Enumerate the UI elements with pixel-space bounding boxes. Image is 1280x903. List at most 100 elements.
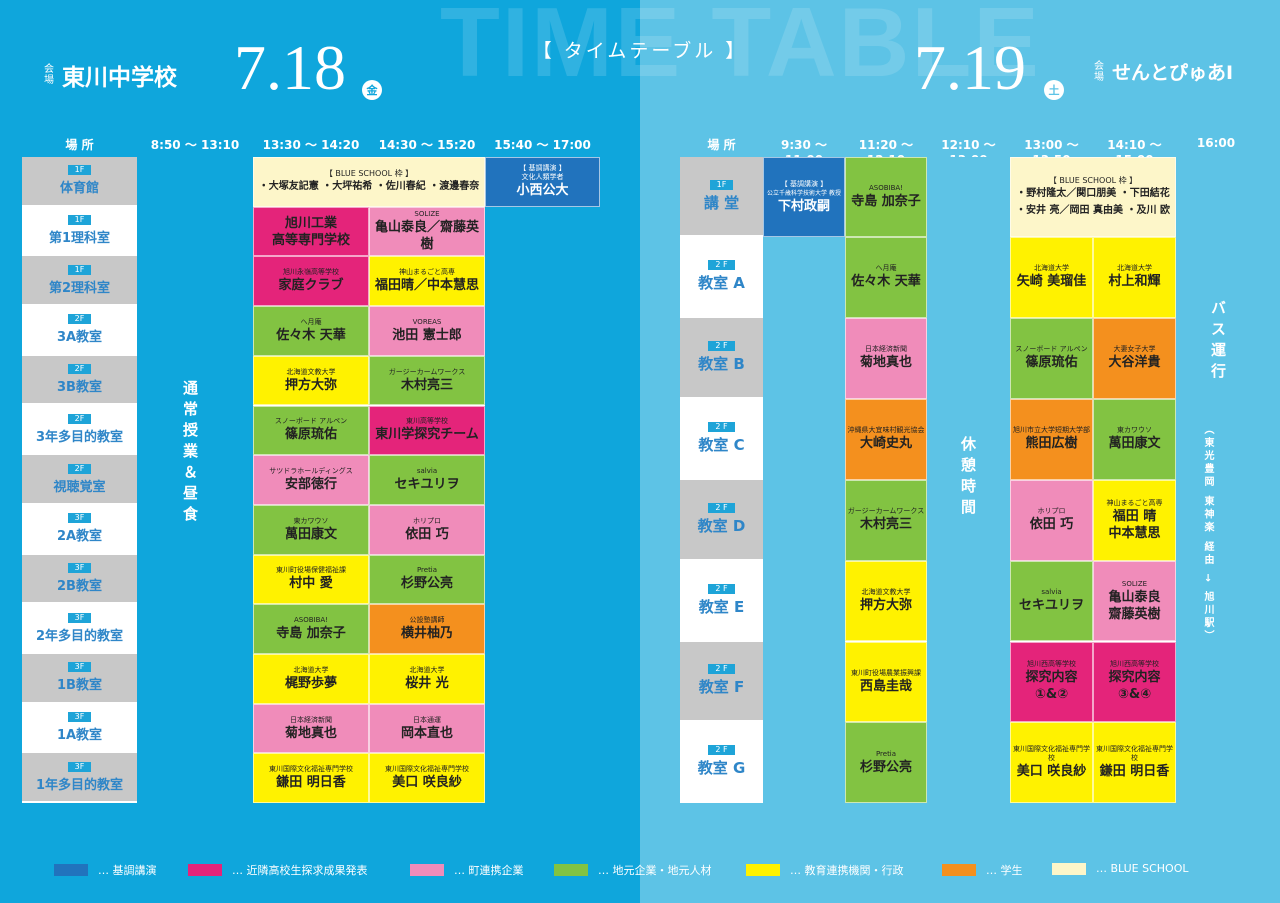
bus-text: バス運行 <box>1209 300 1227 384</box>
day2-venue: 会場 せんとぴゅあⅠ <box>1094 58 1233 85</box>
venue-label: 会場 <box>1094 60 1104 83</box>
session-org: 日本通運 <box>413 715 441 724</box>
session-name: 村中 愛 <box>289 576 333 592</box>
floor-tag: 2 F <box>708 340 735 351</box>
session-org: 北海道大学 <box>1117 264 1152 273</box>
session-org: SOLIZE <box>1121 579 1148 588</box>
session-name: 菊地真也 <box>859 355 912 371</box>
session-cell: 東川国際文化福祉専門学校 美口 咲良紗 <box>369 753 485 804</box>
session-org: 旭川永嶺高等学校 <box>283 268 339 277</box>
room-name: 教室 D <box>697 516 746 535</box>
session-cell: 北海道大学 矢崎 美瑠佳 <box>1010 237 1093 318</box>
session-name: 寺島 加奈子 <box>851 194 921 209</box>
session-org: 東川高等学校 <box>406 417 448 426</box>
session-org: Pretia <box>416 566 438 575</box>
legend-swatch <box>410 864 444 876</box>
legend-swatch <box>188 864 222 876</box>
day1-weekday: 金 <box>362 80 382 100</box>
session-org: 北海道大学 <box>293 665 329 674</box>
session-name: 池田 憲士郎 <box>392 327 462 343</box>
session-name: 鎌田 明日香 <box>276 775 346 791</box>
session-cell: SOLIZE 亀山泰良／齋藤英樹 <box>369 206 485 257</box>
session-cell: SOLIZE 亀山泰良 齋藤英樹 <box>1093 560 1176 642</box>
session-name: 桜井 光 <box>405 675 449 691</box>
session-org: ASOBIBA! <box>293 616 328 625</box>
room-name: 3B教室 <box>57 380 102 396</box>
keynote-title: 【 基調講演 】 <box>780 179 828 188</box>
session-cell: ヘ月庵 佐々木 天華 <box>845 237 927 318</box>
session-org: サツドラホールディングス <box>269 467 353 476</box>
time-header: 8:50 〜 13:10 <box>150 138 240 152</box>
session-cell: 北海道大学 梶野歩夢 <box>253 654 369 704</box>
session-cell: スノーボード アルペン 篠原琉佑 <box>253 405 369 456</box>
session-name: 東川学探究チーム <box>375 427 479 443</box>
session-name: 押方大弥 <box>859 598 912 614</box>
floor-tag: 2 F <box>708 259 735 270</box>
room-label: 3F 2年多目的教室 <box>22 604 137 654</box>
blueschool-line: ・安井 亮／岡田 真由美 ・及川 欧 <box>1016 204 1170 216</box>
session-cell: 旭川西高等学校 探究内容 ③&④ <box>1093 641 1176 723</box>
session-cell: 北海道文教大学 押方大弥 <box>253 355 369 406</box>
session-name: 篠原琉佑 <box>1025 355 1078 371</box>
room-label: 3F 2A教室 <box>22 504 137 555</box>
session-cell: ASOBIBA! 寺島 加奈子 <box>845 157 927 237</box>
legend-swatch <box>942 864 976 876</box>
session-org: 旭川西高等学校 <box>1110 660 1159 669</box>
session-org: SOLIZE <box>414 210 440 219</box>
legend-label: … 近隣高校生探求成果発表 <box>232 864 368 877</box>
room-label: 1F 第2理科室 <box>22 256 137 307</box>
session-org: 大妻女子大学 <box>1113 345 1156 354</box>
session-org: salvia <box>416 467 438 476</box>
legend-item: … 地元企業・地元人材 <box>554 862 712 878</box>
blueschool-line: ・野村隆太／関口朋美 ・下田結花 <box>1016 187 1170 199</box>
room-label: 3F 1B教室 <box>22 654 137 704</box>
room-label: 2 F 教室 B <box>680 317 763 399</box>
session-org: 北海道文教大学 <box>861 588 911 597</box>
floor-tag: 2 F <box>708 502 735 513</box>
room-label: 2F 3B教室 <box>22 355 137 406</box>
time-header: 場 所 <box>65 138 94 152</box>
session-org: ガージーカームワークス <box>388 367 466 376</box>
keynote-title: 【 基調講演 】 <box>519 164 566 173</box>
session-org: 東川国際文化福祉専門学校 <box>385 765 469 774</box>
room-name: 教室 E <box>698 597 745 616</box>
session-name: 矢崎 美瑠佳 <box>1016 274 1087 290</box>
session-cell: Pretia 杉野公亮 <box>369 554 485 605</box>
session-org: 北海道大学 <box>1034 264 1069 273</box>
morning-text: 通常授業＆昼食 <box>181 380 199 527</box>
session-cell: 旭川永嶺高等学校 家庭クラブ <box>253 256 369 307</box>
time-header: 14:30 〜 15:20 <box>378 138 476 152</box>
session-cell: 旭川西高等学校 探究内容 ①&② <box>1010 641 1093 723</box>
legend-item: … BLUE SCHOOL <box>1052 862 1189 875</box>
session-org: 東カワウソ <box>293 516 329 525</box>
legend-label: … BLUE SCHOOL <box>1096 862 1189 875</box>
keynote-name: 下村政嗣 <box>777 198 830 214</box>
keynote-org: 文化人類学者 <box>521 173 564 182</box>
session-cell: 東カワウソ 萬田康文 <box>253 504 369 555</box>
room-label: 2F 視聴覚室 <box>22 455 137 505</box>
session-org: 日本経済新聞 <box>290 715 332 724</box>
time-header: 15:40 〜 17:00 <box>494 138 591 152</box>
room-label: 2F 3A教室 <box>22 306 137 356</box>
session-cell: 北海道文教大学 押方大弥 <box>845 560 927 642</box>
session-cell: salvia セキユリヲ <box>369 455 485 505</box>
floor-tag: 3F <box>67 612 92 623</box>
session-org: salvia <box>1041 588 1062 597</box>
room-label: 1F 講 堂 <box>680 157 763 237</box>
session-cell: ホリプロ 依田 巧 <box>1010 479 1093 561</box>
room-name: 第1理科室 <box>48 231 111 247</box>
session-name: 福田晴／中本慧思 <box>374 278 479 294</box>
blueschool-names: ・大塚友記憲 ・大坪祐希 ・佐川春紀 ・渡邊春奈 <box>258 180 480 192</box>
session-cell: 東川高等学校 東川学探究チーム <box>369 405 485 456</box>
session-org: 東川町役場保健福祉課 <box>276 566 346 575</box>
legend-label: … 学生 <box>986 864 1023 877</box>
session-org: 東川国際文化福祉専門学校 <box>1096 745 1173 763</box>
legend-swatch <box>54 864 88 876</box>
legend-item: … 学生 <box>942 862 1023 878</box>
session-name: 木村亮三 <box>400 377 453 393</box>
session-name: 佐々木 天華 <box>276 327 346 343</box>
room-name: 2B教室 <box>57 578 102 594</box>
session-cell: 東川国際文化福祉専門学校 鎌田 明日香 <box>1093 722 1176 804</box>
legend-swatch <box>746 864 780 876</box>
session-cell: 北海道大学 桜井 光 <box>369 654 485 704</box>
